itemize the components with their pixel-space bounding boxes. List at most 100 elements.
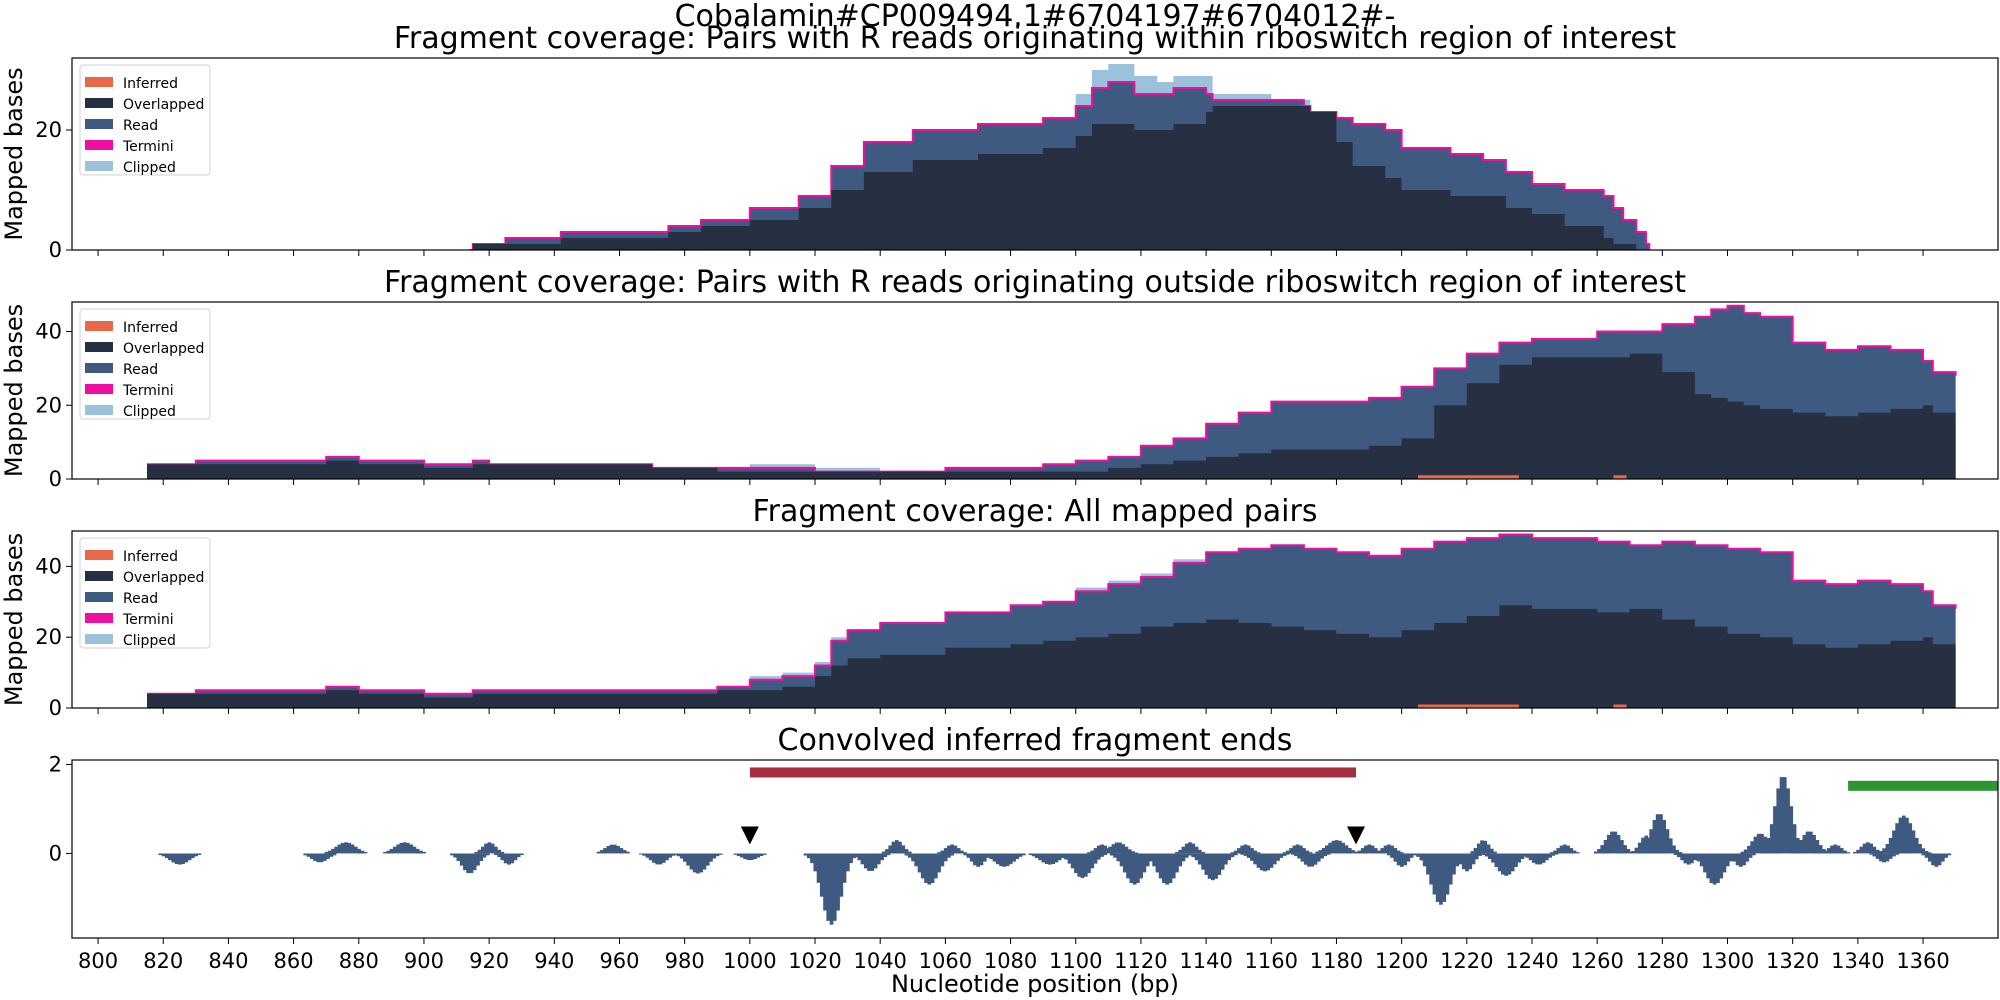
convolved-bar	[164, 853, 169, 859]
convolved-bar	[1634, 847, 1639, 854]
convolved-bar	[1256, 852, 1261, 854]
convolved-bar	[184, 853, 189, 863]
convolved-bar	[1548, 853, 1552, 858]
legend-swatch-overlapped	[85, 98, 113, 108]
legend-label-termini: Termini	[122, 139, 174, 155]
convolved-bar	[316, 853, 321, 863]
series-inferred-area	[1414, 475, 1627, 479]
convolved-bar	[1307, 853, 1311, 867]
convolved-bar	[190, 853, 195, 859]
convolved-bar	[1108, 846, 1112, 854]
convolved-bar	[1616, 834, 1621, 854]
convolved-bar	[1815, 840, 1820, 854]
convolved-bar	[1853, 851, 1857, 854]
convolved-bar	[943, 848, 948, 854]
convolved-bar	[1409, 853, 1414, 858]
convolved-bar	[863, 853, 868, 869]
convolved-bar	[1830, 845, 1834, 854]
convolved-bar	[422, 851, 426, 854]
convolved-bar	[1690, 853, 1694, 864]
convolved-bar	[823, 853, 827, 911]
convolved-bar	[1303, 853, 1308, 865]
convolved-bar	[415, 848, 420, 854]
convolved-bar	[1613, 831, 1618, 854]
convolved-bar	[960, 850, 964, 854]
convolved-bar	[1507, 853, 1512, 875]
convolved-bar	[1445, 853, 1450, 895]
convolved-bar	[1545, 853, 1549, 861]
convolved-bar	[1048, 853, 1052, 865]
convolved-bar	[1745, 853, 1750, 862]
convolved-bar	[1320, 853, 1324, 859]
convolved-bar	[849, 853, 853, 864]
convolved-bar	[482, 853, 487, 858]
convolved-bar	[1491, 853, 1495, 863]
convolved-bar	[712, 853, 717, 859]
convolved-bar	[613, 844, 617, 854]
convolved-bar	[1869, 853, 1873, 855]
x-tick-label: 1260	[1570, 949, 1623, 973]
convolved-bar	[1690, 853, 1694, 856]
convolved-bar	[1603, 840, 1608, 854]
convolved-bar	[1093, 848, 1098, 854]
convolved-bar	[1941, 853, 1945, 862]
convolved-bar	[940, 853, 945, 867]
convolved-bar	[1103, 853, 1108, 856]
convolved-bar	[1655, 814, 1660, 854]
convolved-bar	[1683, 853, 1688, 864]
convolved-bar	[652, 853, 656, 863]
convolved-bar	[1554, 853, 1559, 855]
convolved-bar	[1012, 853, 1016, 862]
convolved-bar	[174, 853, 179, 864]
convolved-bar	[1310, 853, 1315, 867]
convolved-bar	[332, 853, 337, 856]
convolved-bar	[1662, 820, 1666, 854]
convolved-bar	[1344, 845, 1349, 854]
convolved-bar	[1722, 853, 1727, 873]
convolved-bar	[1716, 853, 1720, 883]
convolved-bar	[736, 853, 741, 856]
convolved-bar	[1113, 853, 1117, 858]
convolved-bar	[1101, 851, 1106, 854]
convolved-bar	[1126, 853, 1130, 879]
convolved-bar	[1836, 845, 1841, 854]
convolved-bar	[1489, 848, 1494, 854]
convolved-bar	[466, 853, 470, 874]
convolved-bar	[1282, 853, 1287, 856]
convolved-bar	[472, 853, 477, 871]
convolved-bar	[1856, 849, 1860, 854]
convolved-bar	[813, 853, 818, 872]
convolved-bar	[1766, 838, 1771, 854]
convolved-bar	[1220, 853, 1225, 870]
convolved-bar	[1525, 853, 1530, 858]
legend-swatch-inferred	[85, 321, 113, 331]
convolved-bar	[1393, 848, 1398, 854]
convolved-bar	[1725, 853, 1730, 867]
convolved-bar	[1266, 853, 1271, 871]
convolved-bar	[655, 853, 659, 865]
convolved-bar	[1553, 850, 1557, 854]
convolved-bar	[1175, 851, 1179, 854]
y-axis-label: Mapped bases	[0, 533, 28, 706]
convolved-bar	[1637, 842, 1642, 854]
convolved-bar	[836, 853, 840, 911]
convolved-bar	[1719, 853, 1724, 879]
convolved-bar	[1944, 853, 1948, 858]
convolved-bar	[1253, 853, 1257, 865]
convolved-bar	[1289, 848, 1293, 854]
convolved-bar	[1318, 850, 1323, 854]
convolved-bar	[1142, 853, 1147, 856]
convolved-bar	[1373, 848, 1378, 854]
convolved-bar	[334, 846, 338, 854]
convolved-bar	[1387, 844, 1391, 854]
convolved-bar	[1351, 850, 1355, 854]
convolved-bar	[402, 842, 407, 854]
convolved-bar	[1035, 853, 1039, 859]
panel-4: Convolved inferred fragment ends 0 2 800 820…	[49, 723, 1999, 973]
convolved-bar	[1859, 846, 1864, 854]
convolved-bar	[1566, 845, 1570, 854]
convolved-bar	[1927, 852, 1932, 854]
convolved-bar	[1105, 849, 1109, 854]
convolved-bar	[619, 848, 624, 854]
convolved-bar	[1520, 853, 1525, 859]
